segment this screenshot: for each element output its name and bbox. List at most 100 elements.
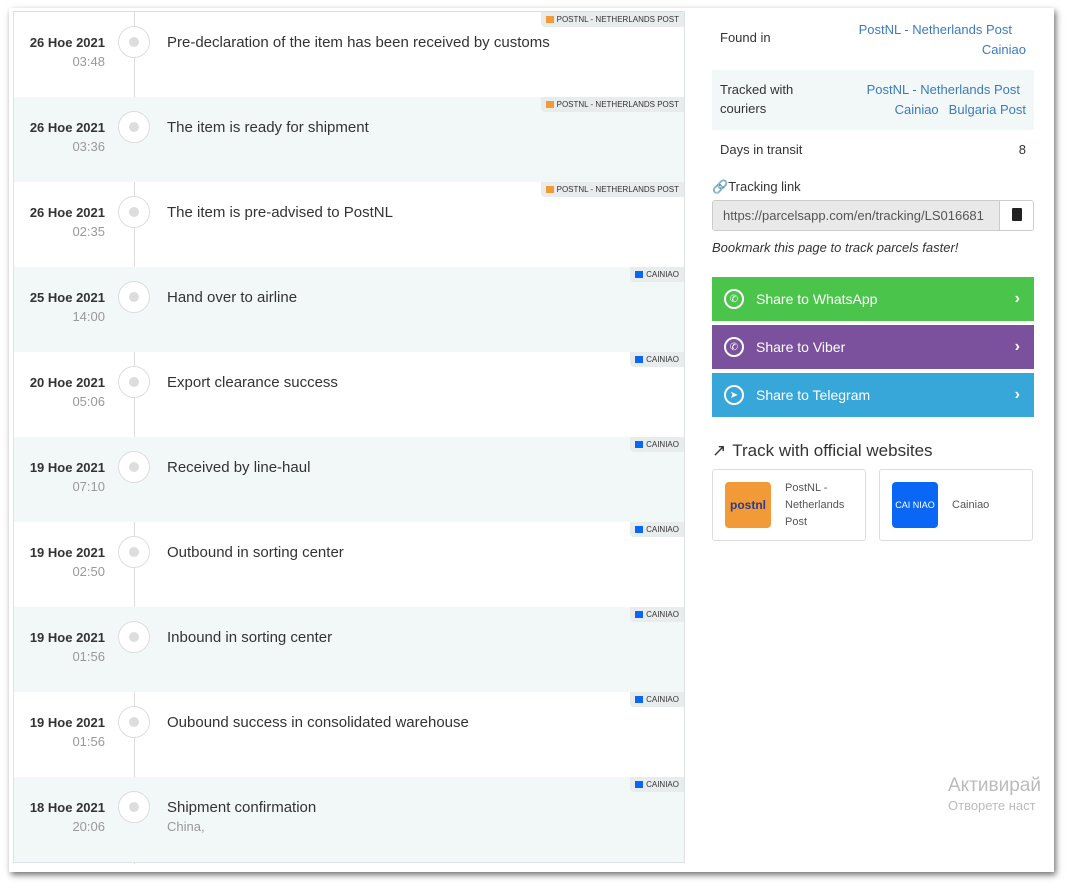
event-date: 20 Ное 2021 — [29, 375, 105, 390]
timeline-event: 19 Ное 2021 07:10 Received by line-haul … — [14, 437, 684, 522]
courier-link[interactable]: PostNL - Netherlands Post — [866, 82, 1020, 97]
share-button[interactable]: ✆ Share to Viber › — [712, 325, 1034, 369]
found-in-link[interactable]: PostNL - Netherlands Post — [858, 22, 1012, 37]
event-time: 02:50 — [72, 564, 105, 579]
days-row: Days in transit 8 — [712, 130, 1034, 169]
carrier-name: POSTNL - NETHERLANDS POST — [556, 100, 679, 109]
event-time: 01:56 — [72, 734, 105, 749]
carrier-badge: CAINIAO — [630, 437, 684, 452]
official-title: ↗ Track with official websites — [712, 441, 1034, 461]
share-button[interactable]: ✆ Share to WhatsApp › — [712, 277, 1034, 321]
copy-button[interactable] — [999, 201, 1033, 230]
sidebar: Found in PostNL - Netherlands Post Caini… — [712, 8, 1034, 541]
share-label: Share to Viber — [756, 339, 846, 355]
carrier-icon — [635, 441, 644, 448]
timeline-dot — [118, 281, 150, 313]
event-text: The item is pre-advised to PostNL — [167, 204, 393, 221]
tracking-link-label: 🔗Tracking link — [712, 179, 1034, 195]
carrier-name: CAINIAO — [646, 610, 679, 619]
found-in-link[interactable]: Cainiao — [981, 42, 1026, 57]
carrier-icon — [545, 101, 554, 108]
carrier-badge: CAINIAO — [630, 352, 684, 367]
event-date: 19 Ное 2021 — [29, 715, 105, 730]
timeline-dot — [118, 536, 150, 568]
timeline-event: 19 Ное 2021 01:56 Inbound in sorting cen… — [14, 607, 684, 692]
timeline-dot — [118, 791, 150, 823]
official-title-text: Track with official websites — [732, 441, 933, 460]
event-date: 19 Ное 2021 — [29, 630, 105, 645]
event-text: Shipment confirmation — [167, 799, 317, 816]
share-button[interactable]: ➤ Share to Telegram › — [712, 373, 1034, 417]
timeline-event: 18 Ное 2021 20:06 Shipment confirmation … — [14, 777, 684, 862]
carrier-icon — [635, 356, 644, 363]
courier-link[interactable]: Bulgaria Post — [948, 102, 1026, 117]
tracking-link-text: Tracking link — [728, 179, 801, 194]
carrier-name: CAINIAO — [646, 355, 679, 364]
carrier-name: CAINIAO — [646, 270, 679, 279]
carrier-name: POSTNL - NETHERLANDS POST — [556, 15, 679, 24]
share-label: Share to Telegram — [756, 387, 871, 403]
chevron-right-icon: › — [1014, 338, 1020, 355]
timeline-event: 26 Ное 2021 03:48 Pre-declaration of the… — [14, 12, 684, 97]
tracked-row: Tracked with couriers PostNL - Netherlan… — [712, 70, 1034, 130]
carrier-badge: POSTNL - NETHERLANDS POST — [540, 12, 684, 27]
carrier-badge: POSTNL - NETHERLANDS POST — [540, 97, 684, 112]
timeline-event: 20 Ное 2021 05:06 Export clearance succe… — [14, 352, 684, 437]
activation-watermark: Активирай — [948, 775, 1041, 796]
event-text: Export clearance success — [167, 374, 338, 391]
tracking-link-group — [712, 200, 1034, 231]
whatsapp-icon: ✆ — [724, 289, 744, 309]
carrier-name: CAINIAO — [646, 780, 679, 789]
event-time: 03:36 — [72, 139, 105, 154]
event-time: 01:56 — [72, 649, 105, 664]
timeline-event: 26 Ное 2021 03:36 The item is ready for … — [14, 97, 684, 182]
timeline-dot — [118, 111, 150, 143]
carrier-badge: CAINIAO — [630, 522, 684, 537]
days-value: 8 — [1018, 142, 1026, 157]
event-date: 26 Ное 2021 — [29, 205, 105, 220]
tracking-link-input[interactable] — [713, 201, 999, 230]
event-date: 19 Ное 2021 — [29, 545, 105, 560]
chevron-right-icon: › — [1014, 290, 1020, 307]
timeline-event: 19 Ное 2021 02:50 Outbound in sorting ce… — [14, 522, 684, 607]
event-text: Pre-declaration of the item has been rec… — [167, 34, 550, 51]
carrier-icon — [635, 526, 644, 533]
event-text: Hand over to airline — [167, 289, 298, 306]
carrier-badge: CAINIAO — [630, 267, 684, 282]
postnl-logo: postnl — [725, 482, 771, 528]
cainiao-card[interactable]: CAI NIAO Cainiao — [879, 469, 1033, 541]
found-in-label: Found in — [720, 30, 771, 45]
timeline-dot — [118, 451, 150, 483]
activation-watermark-sub: Отворете наст — [948, 798, 1036, 813]
event-text: Inbound in sorting center — [167, 629, 333, 646]
timeline-event: 19 Ное 2021 01:56 Oubound success in con… — [14, 692, 684, 777]
timeline-dot — [118, 366, 150, 398]
carrier-icon — [635, 611, 644, 618]
telegram-icon: ➤ — [724, 385, 744, 405]
timeline-dot — [118, 621, 150, 653]
courier-link[interactable]: Cainiao — [894, 102, 939, 117]
event-date: 18 Ное 2021 — [29, 800, 105, 815]
link-icon: 🔗 — [712, 179, 729, 194]
event-time: 03:48 — [72, 54, 105, 69]
timeline-dot — [118, 706, 150, 738]
carrier-icon — [635, 696, 644, 703]
postnl-card[interactable]: postnl PostNL - Netherlands Post — [712, 469, 866, 541]
carrier-name: CAINIAO — [646, 440, 679, 449]
event-time: 20:06 — [72, 819, 105, 834]
found-in-row: Found in PostNL - Netherlands Post Caini… — [712, 8, 1034, 70]
external-link-icon: ↗ — [712, 441, 727, 460]
event-time: 05:06 — [72, 394, 105, 409]
event-time: 14:00 — [72, 309, 105, 324]
timeline-dot — [118, 196, 150, 228]
timeline-event: 25 Ное 2021 14:00 Hand over to airline C… — [14, 267, 684, 352]
event-time: 07:10 — [72, 479, 105, 494]
event-date: 26 Ное 2021 — [29, 120, 105, 135]
clipboard-icon — [1011, 207, 1022, 221]
carrier-badge: CAINIAO — [630, 777, 684, 792]
carrier-name: CAINIAO — [646, 525, 679, 534]
carrier-badge: CAINIAO — [630, 692, 684, 707]
tracked-label: Tracked with couriers — [720, 82, 794, 116]
event-date: 19 Ное 2021 — [29, 460, 105, 475]
chevron-right-icon: › — [1014, 386, 1020, 403]
